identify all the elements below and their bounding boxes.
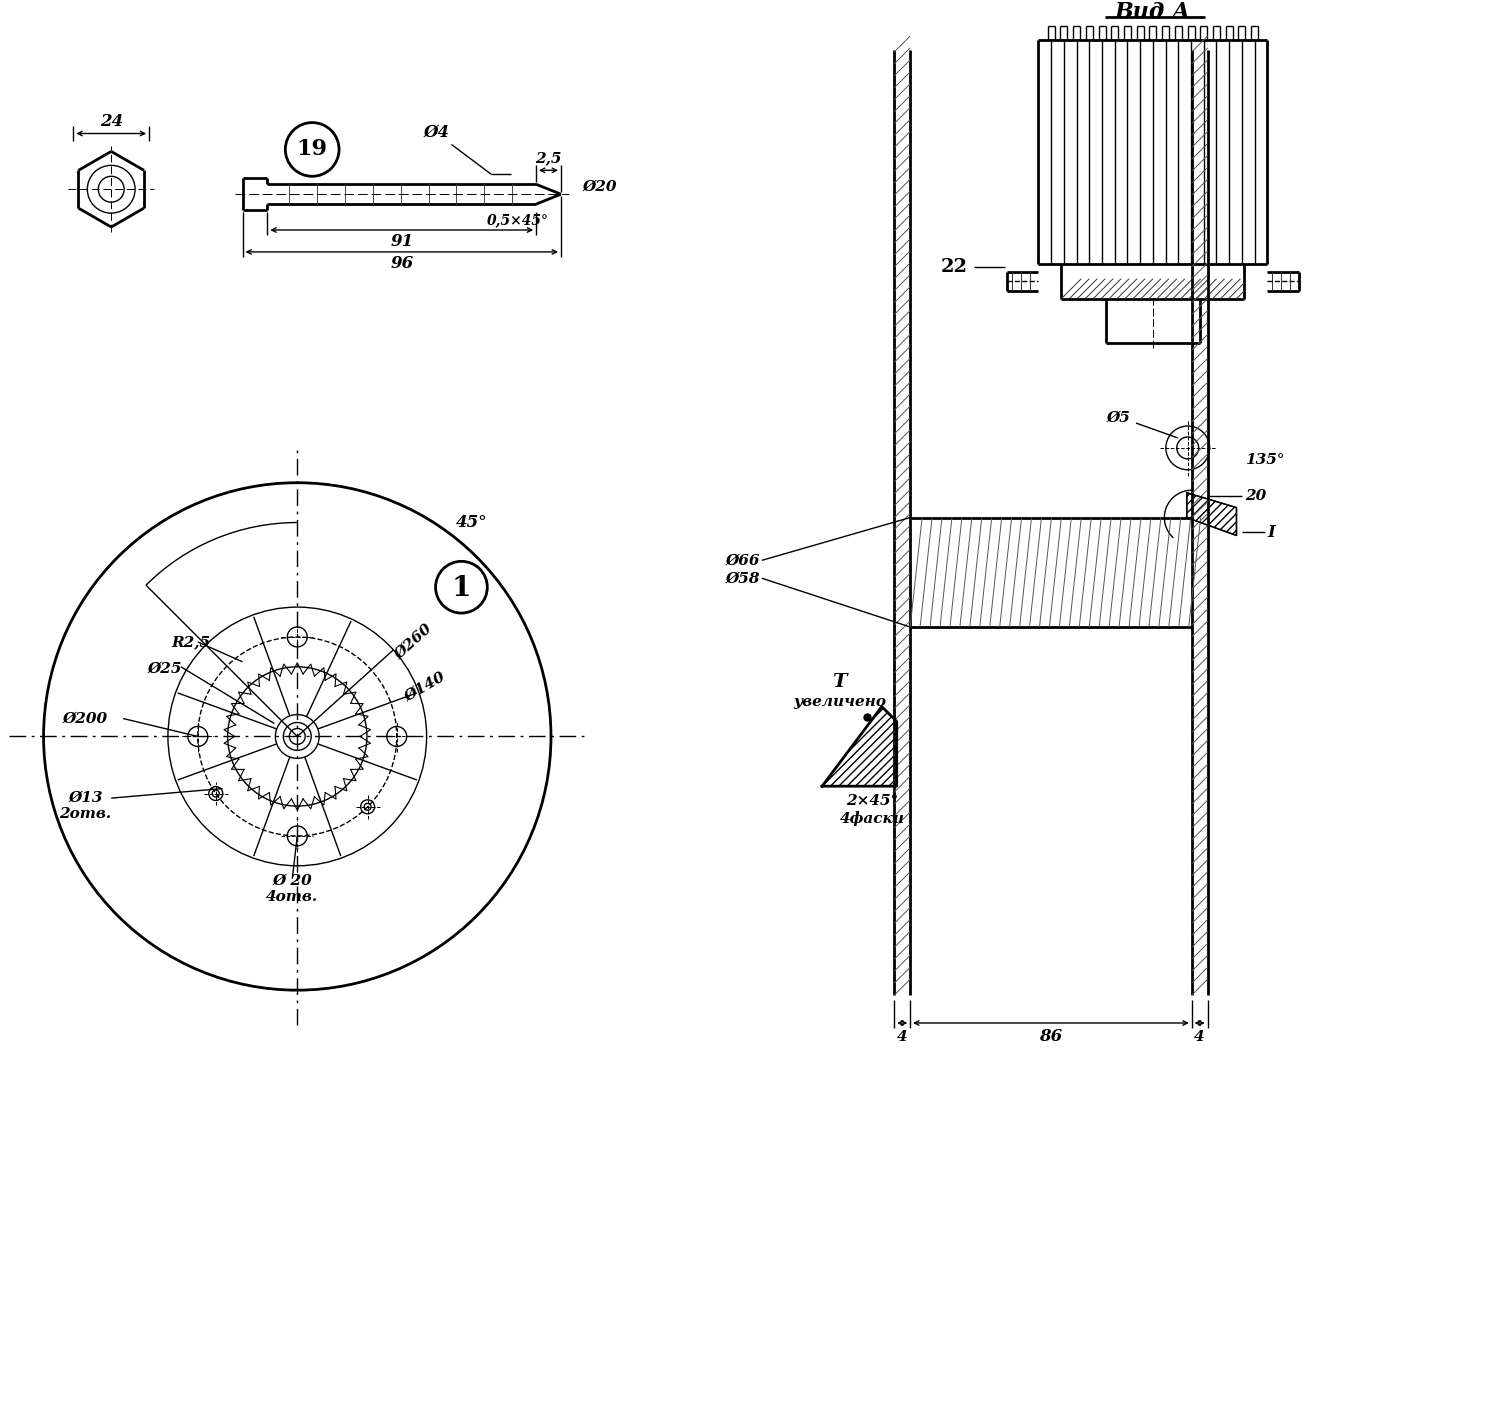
Text: Ø5: Ø5	[1106, 411, 1130, 425]
Text: R2,5: R2,5	[171, 634, 210, 649]
Text: 4фаски: 4фаски	[840, 811, 906, 827]
Text: Ø4: Ø4	[424, 124, 449, 141]
Text: 91: 91	[390, 233, 413, 250]
Text: 135°: 135°	[1246, 452, 1285, 466]
Text: 45°: 45°	[455, 514, 488, 531]
Text: I: I	[1267, 524, 1274, 541]
Text: 4: 4	[1194, 1030, 1204, 1044]
Text: Ø200: Ø200	[62, 712, 109, 725]
Text: Ø25: Ø25	[149, 661, 183, 675]
Text: Ø58: Ø58	[726, 571, 760, 585]
Text: Ø66: Ø66	[726, 554, 760, 568]
Text: 0,5×45°: 0,5×45°	[488, 213, 549, 227]
Text: 2×45°: 2×45°	[846, 794, 898, 808]
Text: T: T	[833, 673, 846, 691]
Text: Ø20: Ø20	[583, 179, 617, 194]
Text: Ø260: Ø260	[391, 622, 434, 663]
Text: 22: 22	[940, 257, 968, 276]
Text: 4отв.: 4отв.	[266, 890, 318, 904]
Text: 24: 24	[100, 113, 123, 130]
Text: 19: 19	[297, 138, 327, 161]
Text: Ø13: Ø13	[68, 791, 103, 805]
Text: 1: 1	[452, 575, 471, 602]
Text: 2,5: 2,5	[535, 151, 562, 165]
Text: 86: 86	[1039, 1029, 1063, 1046]
Text: 96: 96	[390, 256, 413, 273]
Text: Ø140: Ø140	[401, 670, 448, 704]
Text: Ø 20: Ø 20	[272, 873, 312, 887]
Text: 20: 20	[1246, 489, 1267, 503]
Text: Вид А: Вид А	[1115, 1, 1191, 23]
Text: 4: 4	[897, 1030, 907, 1044]
Text: увеличено: увеличено	[793, 695, 886, 708]
Text: 2отв.: 2отв.	[59, 807, 112, 821]
